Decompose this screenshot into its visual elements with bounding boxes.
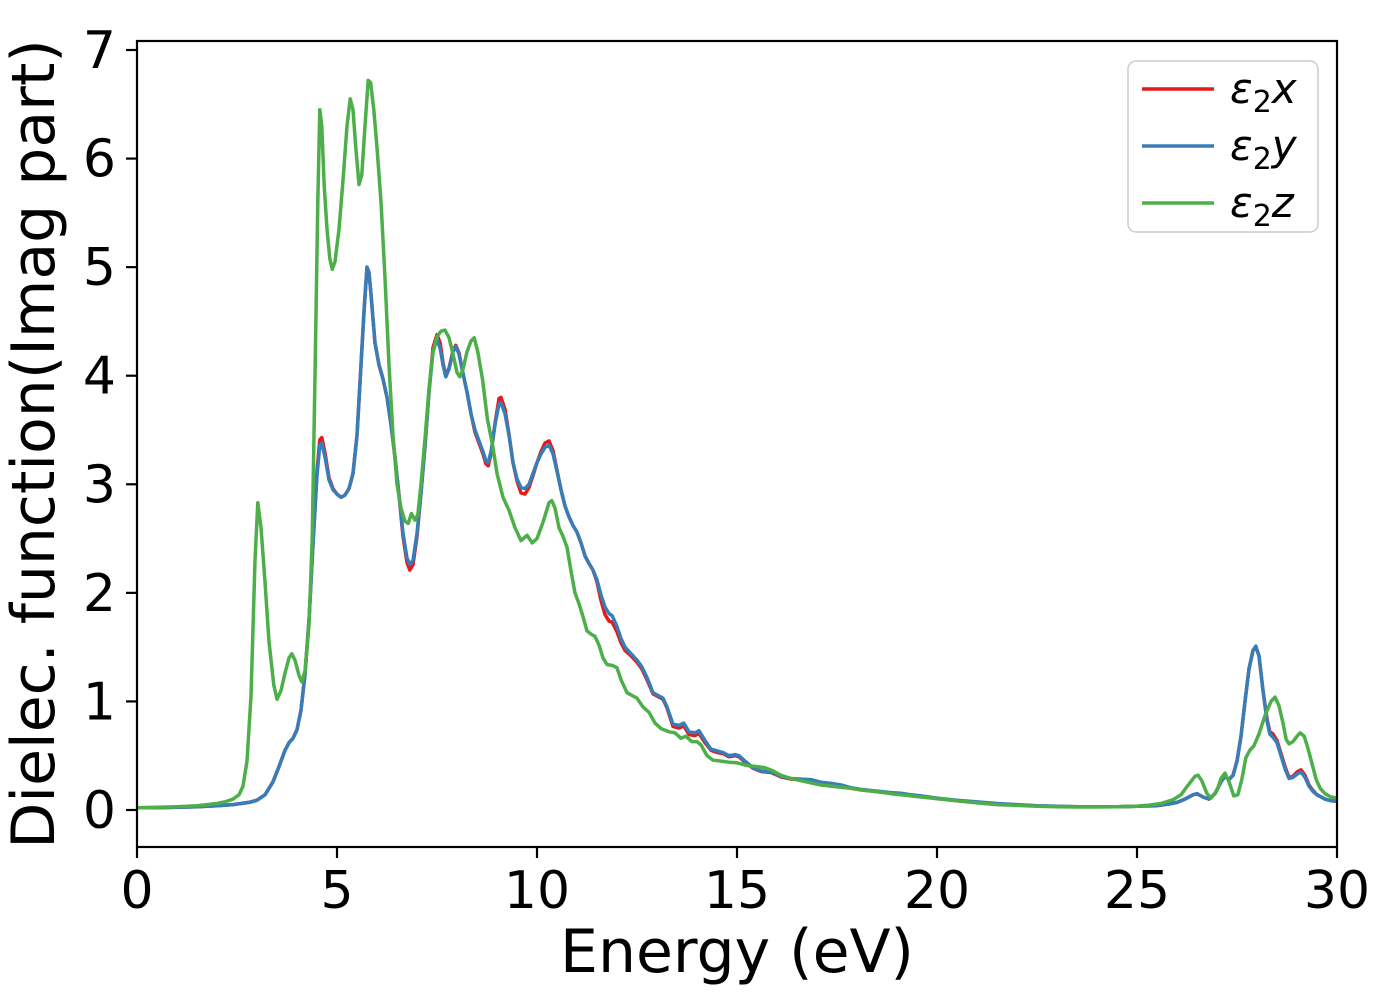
x-tick-label: 20 <box>904 861 970 921</box>
y-tick-label: 4 <box>83 347 116 407</box>
legend-label-e2y: ε2y <box>1230 121 1298 177</box>
series-e2z-line <box>137 78 1337 810</box>
y-tick-label: 1 <box>83 672 116 732</box>
x-tick-label: 5 <box>320 861 353 921</box>
y-tick-label: 7 <box>83 21 116 81</box>
legend-label-e2x: ε2x <box>1230 64 1298 120</box>
axis-ticks: 0 5 10 15 20 25 30 0 1 2 3 4 5 6 7 <box>83 21 1370 921</box>
x-axis-label: Energy (eV) <box>560 917 914 987</box>
legend-box <box>1127 60 1319 233</box>
x-tick-label: 30 <box>1304 861 1370 921</box>
y-tick-label: 3 <box>83 455 116 515</box>
x-tick-label: 15 <box>704 861 770 921</box>
y-tick-label: 0 <box>83 781 116 841</box>
y-tick-label: 2 <box>83 564 116 624</box>
legend-label-e2z: ε2z <box>1230 178 1295 234</box>
x-tick-label: 10 <box>504 861 570 921</box>
y-tick-label: 6 <box>83 130 116 190</box>
y-axis-label: Dielec. function(Imag part) <box>0 39 69 849</box>
y-tick-label: 5 <box>83 238 116 298</box>
x-tick-label: 0 <box>120 861 153 921</box>
x-tick-label: 25 <box>1104 861 1170 921</box>
series-e2y-line <box>137 265 1337 810</box>
curves-layer <box>137 78 1337 810</box>
